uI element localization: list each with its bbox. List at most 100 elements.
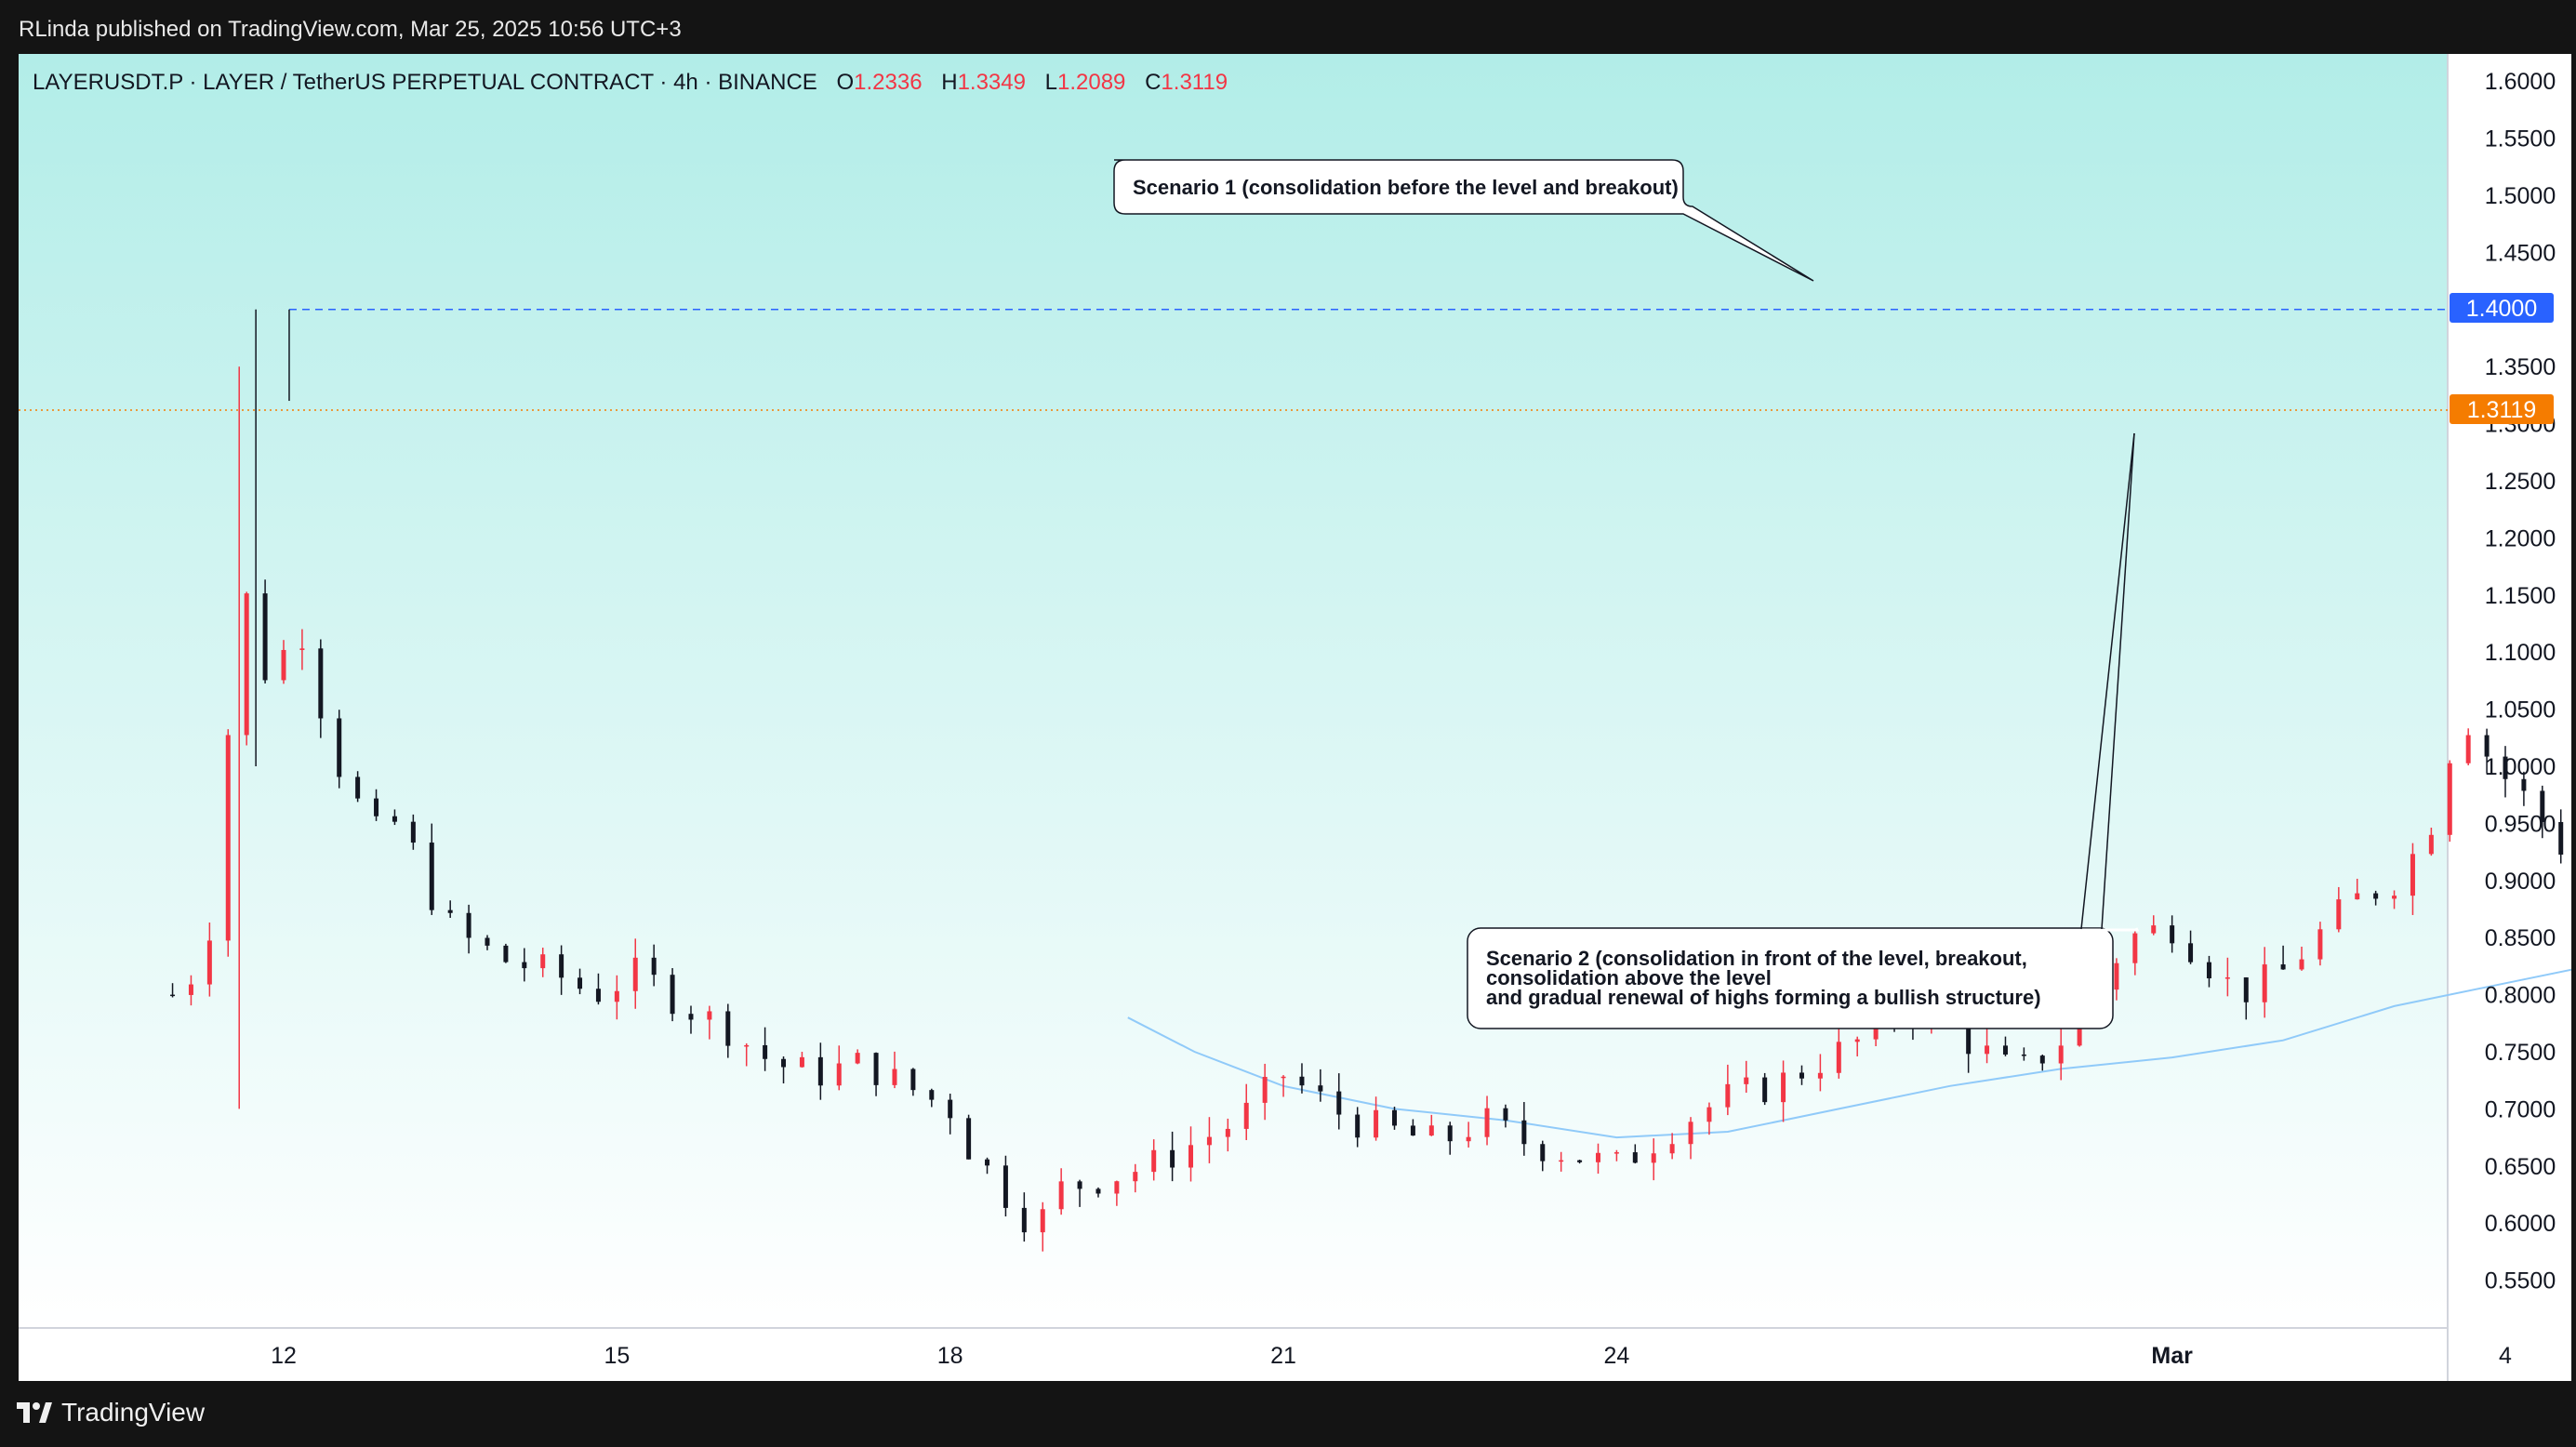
price-axis-ticks: 1.60001.55001.50001.45001.35001.30001.25… <box>2485 69 2556 1294</box>
candle-body-8 <box>318 648 324 719</box>
candle-body-7 <box>299 648 305 650</box>
scenario1-callout[interactable]: Scenario 1 (consolidation before the lev… <box>1113 159 1814 282</box>
price-axis-background <box>2448 54 2571 1381</box>
price-chart[interactable]: 1.6000 1.5500 1.5000 1.4500 1.3500 1.3000 1.25… <box>19 54 2571 1381</box>
candle-body-90 <box>1836 1042 1841 1073</box>
time-tick-1: 15 <box>604 1343 630 1369</box>
candle-body-27 <box>670 975 675 1015</box>
scenario1-bubble <box>1113 159 1814 282</box>
candle-body-10 <box>355 777 361 799</box>
price-tick-3: 1.4500 <box>2485 240 2556 266</box>
candle-body-52 <box>1133 1172 1138 1182</box>
chart-legend: LAYERUSDT.P · LAYER / TetherUS PERPETUAL… <box>33 70 1228 95</box>
price-tick-10: 1.0500 <box>2485 697 2556 724</box>
candle-body-125 <box>2484 735 2490 757</box>
candle-body-84 <box>1725 1083 1731 1108</box>
candle-body-87 <box>1781 1072 1786 1103</box>
candle-body-80 <box>1651 1153 1656 1163</box>
candle-body-115 <box>2299 959 2304 970</box>
candle-body-31 <box>744 1044 750 1047</box>
candle-body-24 <box>614 990 619 1002</box>
candle-body-54 <box>1170 1149 1175 1168</box>
candle-body-85 <box>1744 1077 1749 1084</box>
time-tick-2: 18 <box>937 1343 963 1369</box>
candle-body-47 <box>1040 1209 1045 1233</box>
candle-body-23 <box>595 989 601 1002</box>
level-1400-text: 1.4000 <box>2466 296 2537 322</box>
scenario2-line1: Scenario 2 (consolidation in front of th… <box>1486 947 2027 970</box>
candle-body-38 <box>873 1053 879 1085</box>
candle-body-50 <box>1095 1188 1101 1194</box>
candle-body-122 <box>2428 834 2434 855</box>
publisher-bar: RLinda published on TradingView.com, Mar… <box>0 0 2576 54</box>
candle-body-101 <box>2039 1055 2045 1064</box>
candle-body-66 <box>1392 1109 1397 1126</box>
candle-body-107 <box>2151 925 2157 934</box>
candle-body-26 <box>651 957 657 976</box>
price-tick-8: 1.1500 <box>2485 583 2556 609</box>
price-tick-15: 0.8000 <box>2485 983 2556 1009</box>
publisher-text: RLinda published on TradingView.com, Mar… <box>19 17 682 42</box>
candle-body-120 <box>2392 896 2397 899</box>
candle-body-70 <box>1466 1136 1471 1142</box>
time-tick-3: 21 <box>1270 1343 1296 1369</box>
candle-body-123 <box>2447 763 2452 835</box>
candle-body-29 <box>707 1011 712 1020</box>
candle-body-72 <box>1503 1108 1508 1121</box>
candle-body-126 <box>2503 756 2508 779</box>
candle-body-109 <box>2188 943 2194 962</box>
scenario2-callout[interactable]: Scenario 2 (consolidation in front of th… <box>1467 432 2140 1029</box>
candle-body-14 <box>429 843 434 910</box>
last-price-badge <box>2450 394 2554 424</box>
price-tick-1: 1.5500 <box>2485 126 2556 153</box>
candle-body-105 <box>2114 962 2119 990</box>
scenario2-pointer <box>2080 432 2135 930</box>
plot-background <box>19 54 2448 1328</box>
candle-body-19 <box>522 962 527 969</box>
candle-body-58 <box>1243 1102 1249 1129</box>
candle-body-57 <box>1225 1128 1230 1137</box>
candle-body-61 <box>1299 1076 1305 1086</box>
candle-body-83 <box>1706 1107 1712 1122</box>
candle-body-13 <box>410 821 416 843</box>
candle-body-128 <box>2540 790 2545 822</box>
time-tick-4: 24 <box>1603 1343 1629 1369</box>
candle-body-76 <box>1577 1160 1583 1162</box>
candle-body-17 <box>485 937 490 946</box>
candle-body-0 <box>170 994 176 997</box>
candle-body-116 <box>2317 929 2323 960</box>
price-tick-13: 0.9000 <box>2485 869 2556 895</box>
candle-body-64 <box>1355 1114 1361 1138</box>
candle-body-63 <box>1336 1091 1342 1115</box>
candle-body-102 <box>2058 1045 2064 1064</box>
candle-body-33 <box>781 1058 787 1068</box>
candle-body-106 <box>2132 933 2138 963</box>
candle-body-89 <box>1817 1072 1823 1079</box>
legend-low-value: 1.2089 <box>1057 70 1125 95</box>
legend-close-value: 1.3119 <box>1161 70 1228 95</box>
scenario2-bubble <box>1467 927 2114 1029</box>
candle-body-119 <box>2373 893 2379 899</box>
candle-body-82 <box>1688 1122 1693 1145</box>
candle-body-97 <box>1966 1025 1972 1055</box>
price-tick-12: 0.9500 <box>2485 811 2556 837</box>
time-tick-5: Mar <box>2151 1343 2193 1369</box>
candle-body-42 <box>948 1099 953 1119</box>
legend-open-value: 1.2336 <box>854 70 922 95</box>
candle-body-113 <box>2262 964 2267 1002</box>
candle-body-25 <box>632 957 638 991</box>
candle-body-3 <box>225 735 231 941</box>
candle-body-124 <box>2465 735 2471 763</box>
level-1400-label: 1.4000 <box>2450 293 2554 323</box>
price-tick-16: 0.7500 <box>2485 1040 2556 1066</box>
tradingview-logo[interactable]: TradingView <box>17 1398 205 1427</box>
candle-body-65 <box>1374 1109 1379 1138</box>
scenario2-pointer-2 <box>2101 432 2135 930</box>
candle-body-40 <box>910 1069 916 1091</box>
candle-body-108 <box>2170 925 2175 944</box>
candle-body-79 <box>1632 1152 1638 1163</box>
candle-body-2 <box>206 940 212 985</box>
chart-svg[interactable]: 1.60001.55001.50001.45001.35001.30001.25… <box>19 54 2571 1381</box>
price-tick-4: 1.3500 <box>2485 354 2556 380</box>
candle-body-117 <box>2336 899 2342 930</box>
